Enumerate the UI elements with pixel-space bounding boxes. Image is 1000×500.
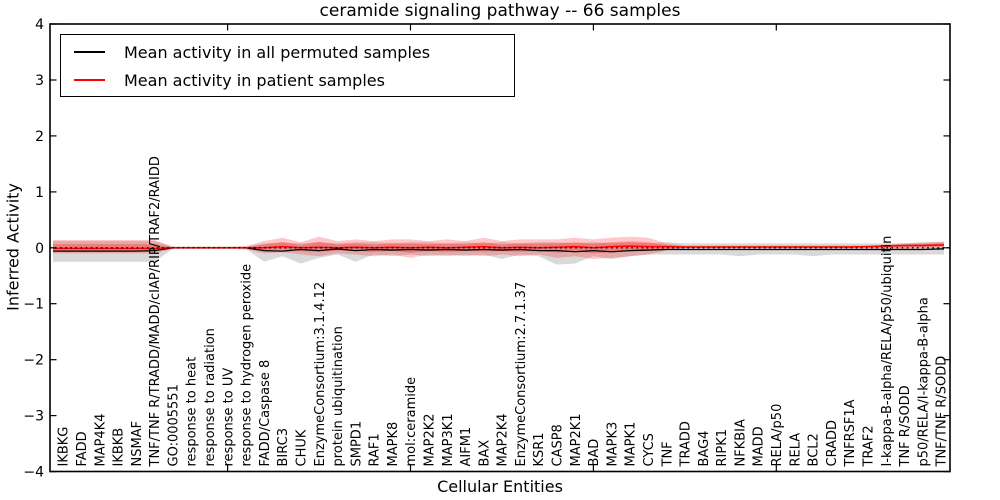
x-tick-label: I-kappa-B-alpha/RELA/p50/ubiquitin [880,236,895,467]
x-axis-title: Cellular Entities [437,477,563,496]
x-tick-label: AIFM1 [459,427,474,467]
x-tick-label: SMPD1 [349,421,364,467]
x-tick-label: IKBKB [112,428,127,467]
x-tick-label: mol:ceramide [404,377,419,467]
chart-title: ceramide signaling pathway -- 66 samples [319,1,681,21]
x-tick-label: protein ubiquitination [331,326,346,466]
x-tick-label: MAPK3 [605,422,620,467]
x-tick-label: p50/RELA/I-kappa-B-alpha [916,297,931,466]
x-tick-label: MAP2K1 [569,413,584,466]
legend: Mean activity in all permuted samples Me… [60,34,515,97]
legend-item-permuted: Mean activity in all permuted samples [61,38,514,66]
x-tick-label: TNF/TNF R/SODD [935,356,950,468]
y-tick-label: −2 [23,353,44,369]
legend-label-patient: Mean activity in patient samples [124,70,385,90]
legend-item-patient: Mean activity in patient samples [61,66,514,94]
x-tick-label: RIPK1 [715,429,730,467]
x-tick-label: response to radiation [203,328,218,466]
x-tick-label: response to hydrogen peroxide [240,264,255,467]
x-tick-label: response to heat [185,357,200,467]
y-tick-label: −3 [23,409,44,425]
legend-label-permuted: Mean activity in all permuted samples [124,42,431,62]
y-tick-label: −4 [23,465,44,481]
y-axis-title: Inferred Activity [3,183,23,311]
x-tick-label: CRADD [825,420,840,467]
x-tick-label: TRADD [679,421,694,467]
patient-mean-line [53,244,944,250]
x-tick-label: FADD/Caspase 8 [258,360,273,467]
y-tick-label: 1 [35,185,44,201]
x-tick-label: MAP3K1 [441,413,456,466]
x-tick-label: MAP2K2 [423,413,438,466]
x-tick-label: MAPK1 [624,422,639,467]
x-tick-label: EnzymeConsortium:3.1.4.12 [313,282,328,467]
y-tick-label: 0 [35,241,44,257]
x-tick-label: IKBKG [57,427,72,467]
x-tick-label: NFKBIA [733,419,748,466]
x-tick-label: KSR1 [532,432,547,466]
x-tick-label: TNFRSF1A [843,399,858,467]
x-tick-label: RELA/p50 [770,404,785,467]
x-tick-label: NSMAF [130,421,145,467]
y-tick-label: 4 [35,17,44,33]
patient-line-swatch [74,79,105,81]
x-tick-label: BAD [587,439,602,467]
x-tick-label: FADD [75,431,90,466]
y-tick-label: 3 [35,73,44,89]
x-tick-label: CHUK [295,429,310,466]
x-tick-label: TNF [660,441,675,467]
x-tick-label: CYCS [642,433,657,466]
x-tick-label: MAPK8 [386,422,401,467]
y-tick-label: 2 [35,129,44,145]
x-tick-label: response to UV [221,368,236,467]
x-tick-label: RAF1 [368,433,383,466]
x-tick-label: MAP4K4 [93,413,108,466]
x-tick-label: RELA [788,433,803,467]
permuted-line-swatch [74,51,105,53]
x-tick-label: TRAF2 [862,425,877,467]
x-tick-label: BAG4 [697,431,712,467]
x-tick-label: CASP8 [551,424,566,466]
x-tick-label: BCL2 [807,433,822,466]
x-tick-label: TNF R/SODD [898,385,913,467]
x-tick-label: BAX [477,440,492,467]
x-tick-label: BIRC3 [276,428,291,467]
x-tick-label: EnzymeConsortium:2.7.1.37 [514,282,529,467]
x-tick-label: MAP2K4 [496,413,511,466]
x-tick-label: TNF/TNF R/TRADD/MADD/cIAP/RIP/TRAF2/RAID… [148,156,163,467]
x-tick-label: GO:0005551 [166,384,181,466]
y-tick-label: −1 [23,297,44,313]
x-tick-label: MADD [752,426,767,466]
